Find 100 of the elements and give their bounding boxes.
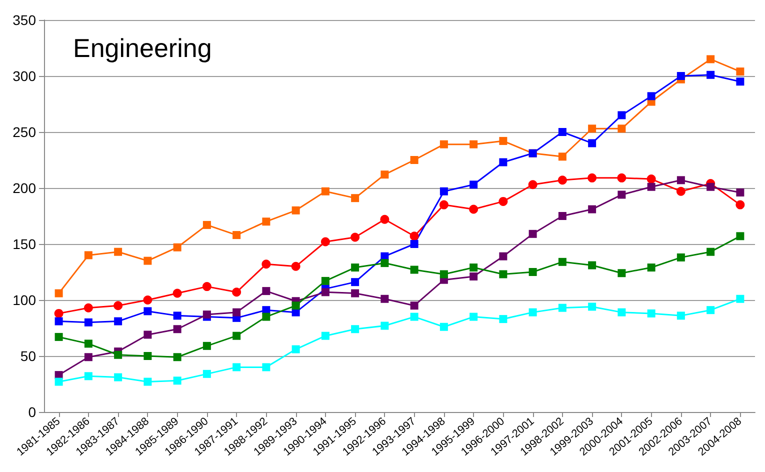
text: Engineering (73, 33, 212, 63)
point (410, 266, 418, 274)
point (321, 332, 330, 340)
point (54, 289, 63, 298)
point (440, 140, 448, 148)
point (676, 312, 685, 320)
point (499, 136, 508, 145)
point (410, 302, 418, 310)
point (202, 282, 212, 292)
point (470, 312, 478, 321)
point (647, 182, 656, 191)
point (54, 308, 64, 318)
point (351, 278, 360, 286)
point (262, 260, 271, 269)
point (321, 276, 330, 285)
point (144, 352, 152, 360)
point (528, 180, 538, 190)
point (410, 312, 418, 321)
point (528, 268, 537, 276)
point (736, 232, 744, 240)
point (588, 205, 596, 214)
point (469, 204, 478, 214)
point (380, 259, 389, 268)
point (410, 240, 418, 248)
point (292, 206, 300, 214)
point (84, 340, 92, 348)
point (351, 325, 360, 334)
point (144, 330, 152, 339)
point (647, 309, 656, 318)
y-tick-label: 350 (12, 12, 36, 28)
point (618, 308, 626, 316)
point (706, 55, 715, 64)
point (54, 332, 63, 341)
y-tick-label: 250 (12, 124, 36, 140)
point (144, 378, 152, 386)
point (558, 176, 567, 185)
point (380, 294, 389, 303)
point (558, 128, 566, 136)
point (588, 302, 596, 311)
point (173, 325, 182, 334)
point (410, 156, 418, 164)
point (440, 322, 448, 331)
point (84, 251, 92, 260)
point (618, 269, 626, 278)
point (114, 248, 122, 256)
point (262, 287, 270, 296)
point (232, 308, 241, 316)
point (588, 124, 596, 133)
point (320, 237, 330, 246)
point (558, 304, 566, 312)
point (676, 176, 685, 184)
point (528, 308, 537, 316)
point (114, 301, 123, 310)
point (410, 232, 419, 241)
point (499, 158, 508, 166)
point (262, 312, 270, 321)
point (706, 70, 715, 79)
point (202, 220, 211, 229)
point (144, 256, 152, 265)
y-tick-label: 50 (20, 348, 36, 364)
point (84, 353, 92, 362)
point (498, 196, 508, 206)
point (588, 173, 597, 182)
point (380, 170, 389, 179)
point (618, 190, 626, 199)
point (262, 363, 270, 372)
point (232, 288, 242, 297)
point (706, 306, 715, 314)
point (350, 232, 360, 242)
point (736, 188, 744, 196)
point (232, 363, 241, 372)
point (351, 194, 360, 202)
point (351, 289, 360, 298)
point (380, 214, 390, 224)
point (321, 288, 330, 296)
point (736, 200, 745, 210)
point (54, 378, 63, 386)
point (470, 140, 478, 148)
point (736, 68, 744, 76)
point (380, 322, 389, 330)
point (440, 270, 448, 278)
point (558, 258, 566, 266)
point (558, 152, 566, 161)
point (706, 182, 715, 191)
point (173, 376, 182, 385)
point (558, 212, 566, 220)
point (114, 317, 122, 326)
point (232, 231, 241, 240)
point (173, 312, 182, 320)
point (499, 252, 508, 260)
y-tick-label: 150 (12, 236, 36, 252)
point (144, 307, 152, 316)
point (54, 317, 63, 326)
point (647, 264, 656, 272)
point (84, 372, 92, 380)
point (470, 272, 478, 280)
point (499, 270, 508, 278)
y-tick-label: 200 (12, 180, 36, 196)
y-tick-label: 0 (28, 404, 36, 420)
point (736, 78, 744, 86)
